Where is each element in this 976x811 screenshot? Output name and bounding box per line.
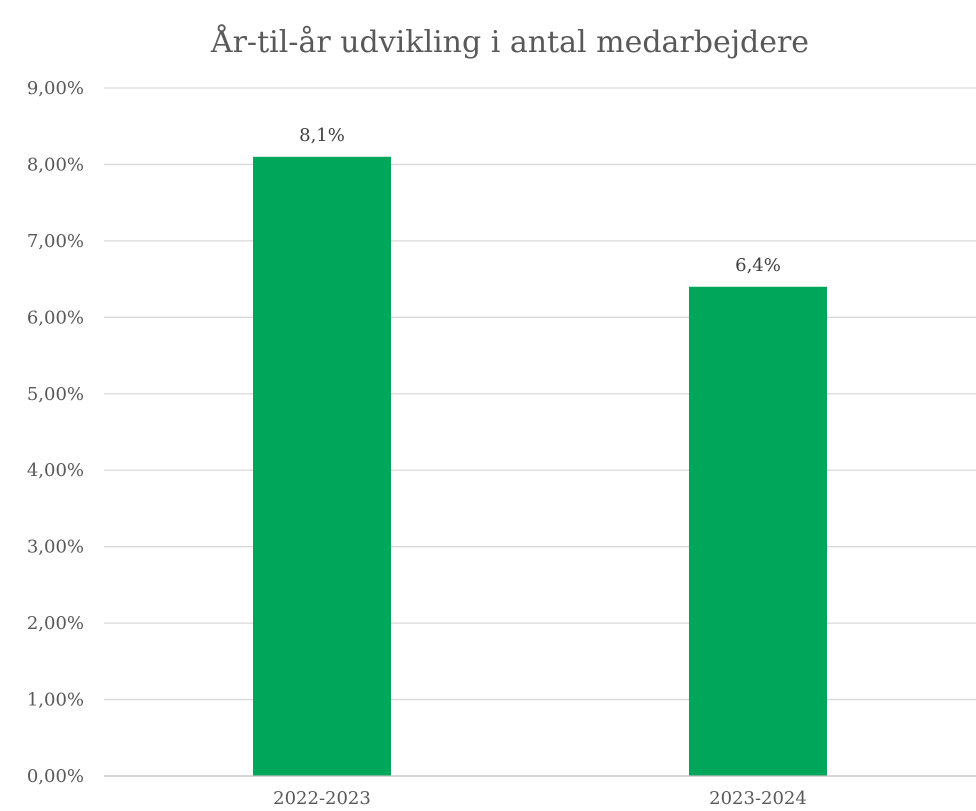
- bars: [253, 156, 827, 777]
- x-tick-label: 2023-2024: [709, 788, 807, 809]
- gridlines: [104, 87, 976, 701]
- y-tick-label: 7,00%: [27, 231, 84, 252]
- y-tick-label: 0,00%: [27, 766, 84, 787]
- data-label: 6,4%: [735, 255, 781, 276]
- y-tick-label: 2,00%: [27, 613, 84, 634]
- y-tick-label: 3,00%: [27, 537, 84, 558]
- y-axis-tick-labels: 0,00% 1,00% 2,00% 3,00% 4,00% 5,00% 6,00% 7,00%…: [27, 78, 84, 787]
- y-tick-label: 8,00%: [27, 154, 84, 175]
- x-tick-label: 2022-2023: [273, 788, 371, 809]
- data-label: 8,1%: [299, 125, 345, 146]
- y-tick-label: 5,00%: [27, 384, 84, 405]
- bar: [689, 286, 827, 776]
- x-axis-tick-labels: 2022-2023 2023-2024: [273, 788, 807, 809]
- y-tick-label: 4,00%: [27, 460, 84, 481]
- y-tick-label: 9,00%: [27, 78, 84, 99]
- y-tick-label: 1,00%: [27, 690, 84, 711]
- bar: [253, 156, 391, 777]
- data-labels: 8,1% 6,4%: [299, 125, 781, 276]
- y-tick-label: 6,00%: [27, 307, 84, 328]
- chart-title: År-til-år udvikling i antal medarbejdere: [210, 24, 809, 60]
